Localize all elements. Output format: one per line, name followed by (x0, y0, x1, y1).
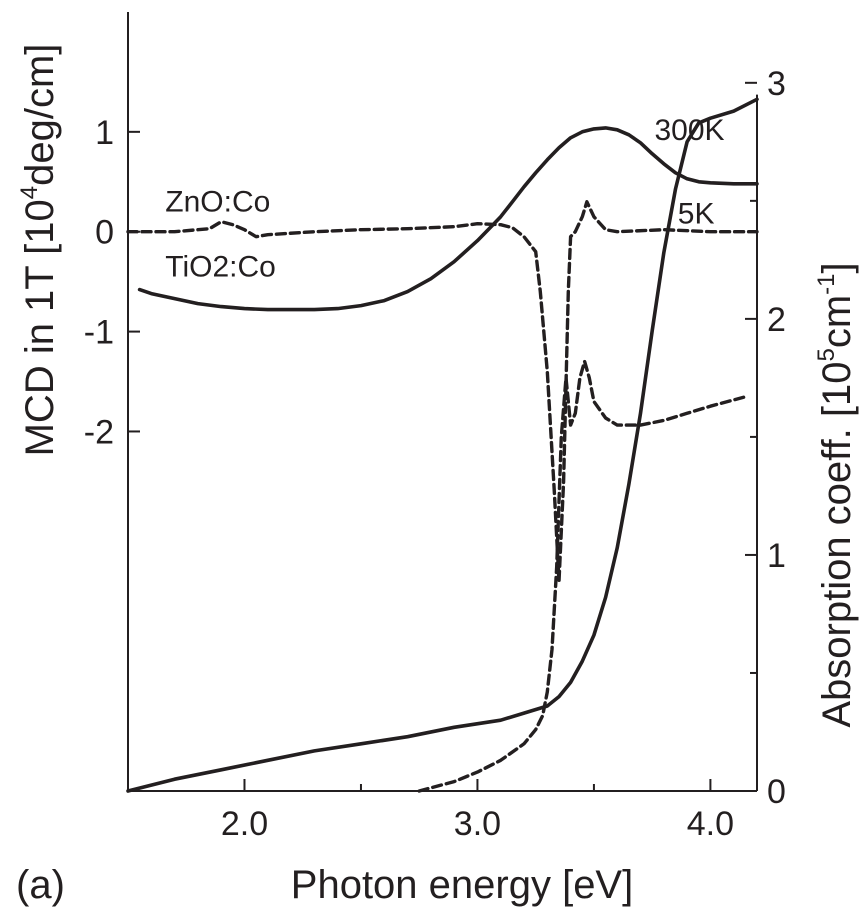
y-left-tick-label: -1 (84, 314, 114, 352)
annotation-zno: ZnO:Co (165, 186, 270, 219)
annotation-t300: 300K (654, 114, 724, 147)
x-tick-label-3-0: 3.0 (454, 805, 501, 843)
y-axis-right-title: Absorption coeff. [105cm-1] (813, 262, 859, 727)
y-left-title-sup: 4 (16, 186, 43, 199)
y-left-title-post: deg/cm] (18, 44, 62, 186)
annotations: ZnO:Co TiO2:Co 300K 5K (165, 114, 724, 284)
y-left-tick-label: -2 (84, 413, 114, 451)
labels: Photon energy [eV] (a) MCD in 1T [104deg… (16, 44, 859, 907)
series-zno-co-absorption (417, 359, 748, 793)
y-right-tick-label-3: 3 (767, 65, 786, 103)
y-right-title-sup2: -1 (813, 273, 840, 294)
ticks: 2.0 3.0 4.0 1 0 -1 -2 0 1 2 3 (84, 65, 786, 843)
y-axis-left-title: MCD in 1T [104deg/cm] (16, 44, 62, 457)
annotation-tio2: TiO2:Co (165, 251, 276, 284)
y-right-title-sup1: 5 (813, 348, 840, 361)
series-tio2-co-mcd-300k (137, 126, 759, 312)
y-right-tick-label-2: 2 (767, 301, 786, 339)
panel-label: (a) (16, 863, 65, 907)
axes (127, 12, 758, 792)
annotation-t5: 5K (678, 198, 715, 231)
x-axis-title: Photon energy [eV] (291, 863, 633, 907)
y-right-title-pre: Absorption coeff. [10 (815, 361, 859, 727)
y-right-title-mid: cm (815, 295, 859, 348)
curves (126, 97, 759, 793)
y-right-tick-label-0: 0 (767, 773, 786, 811)
y-right-tick-label-1: 1 (767, 537, 786, 575)
series-zno-co-mcd-5k (126, 200, 759, 583)
y-left-tick-label: 0 (95, 214, 114, 252)
series-tio2-co-absorption (126, 97, 759, 793)
y-left-title-pre: MCD in 1T [10 (18, 199, 62, 456)
y-left-tick-label: 1 (95, 114, 114, 152)
x-tick-label-4-0: 4.0 (687, 805, 734, 843)
x-tick-label-2-0: 2.0 (221, 805, 268, 843)
y-right-title-post: ] (815, 262, 859, 273)
